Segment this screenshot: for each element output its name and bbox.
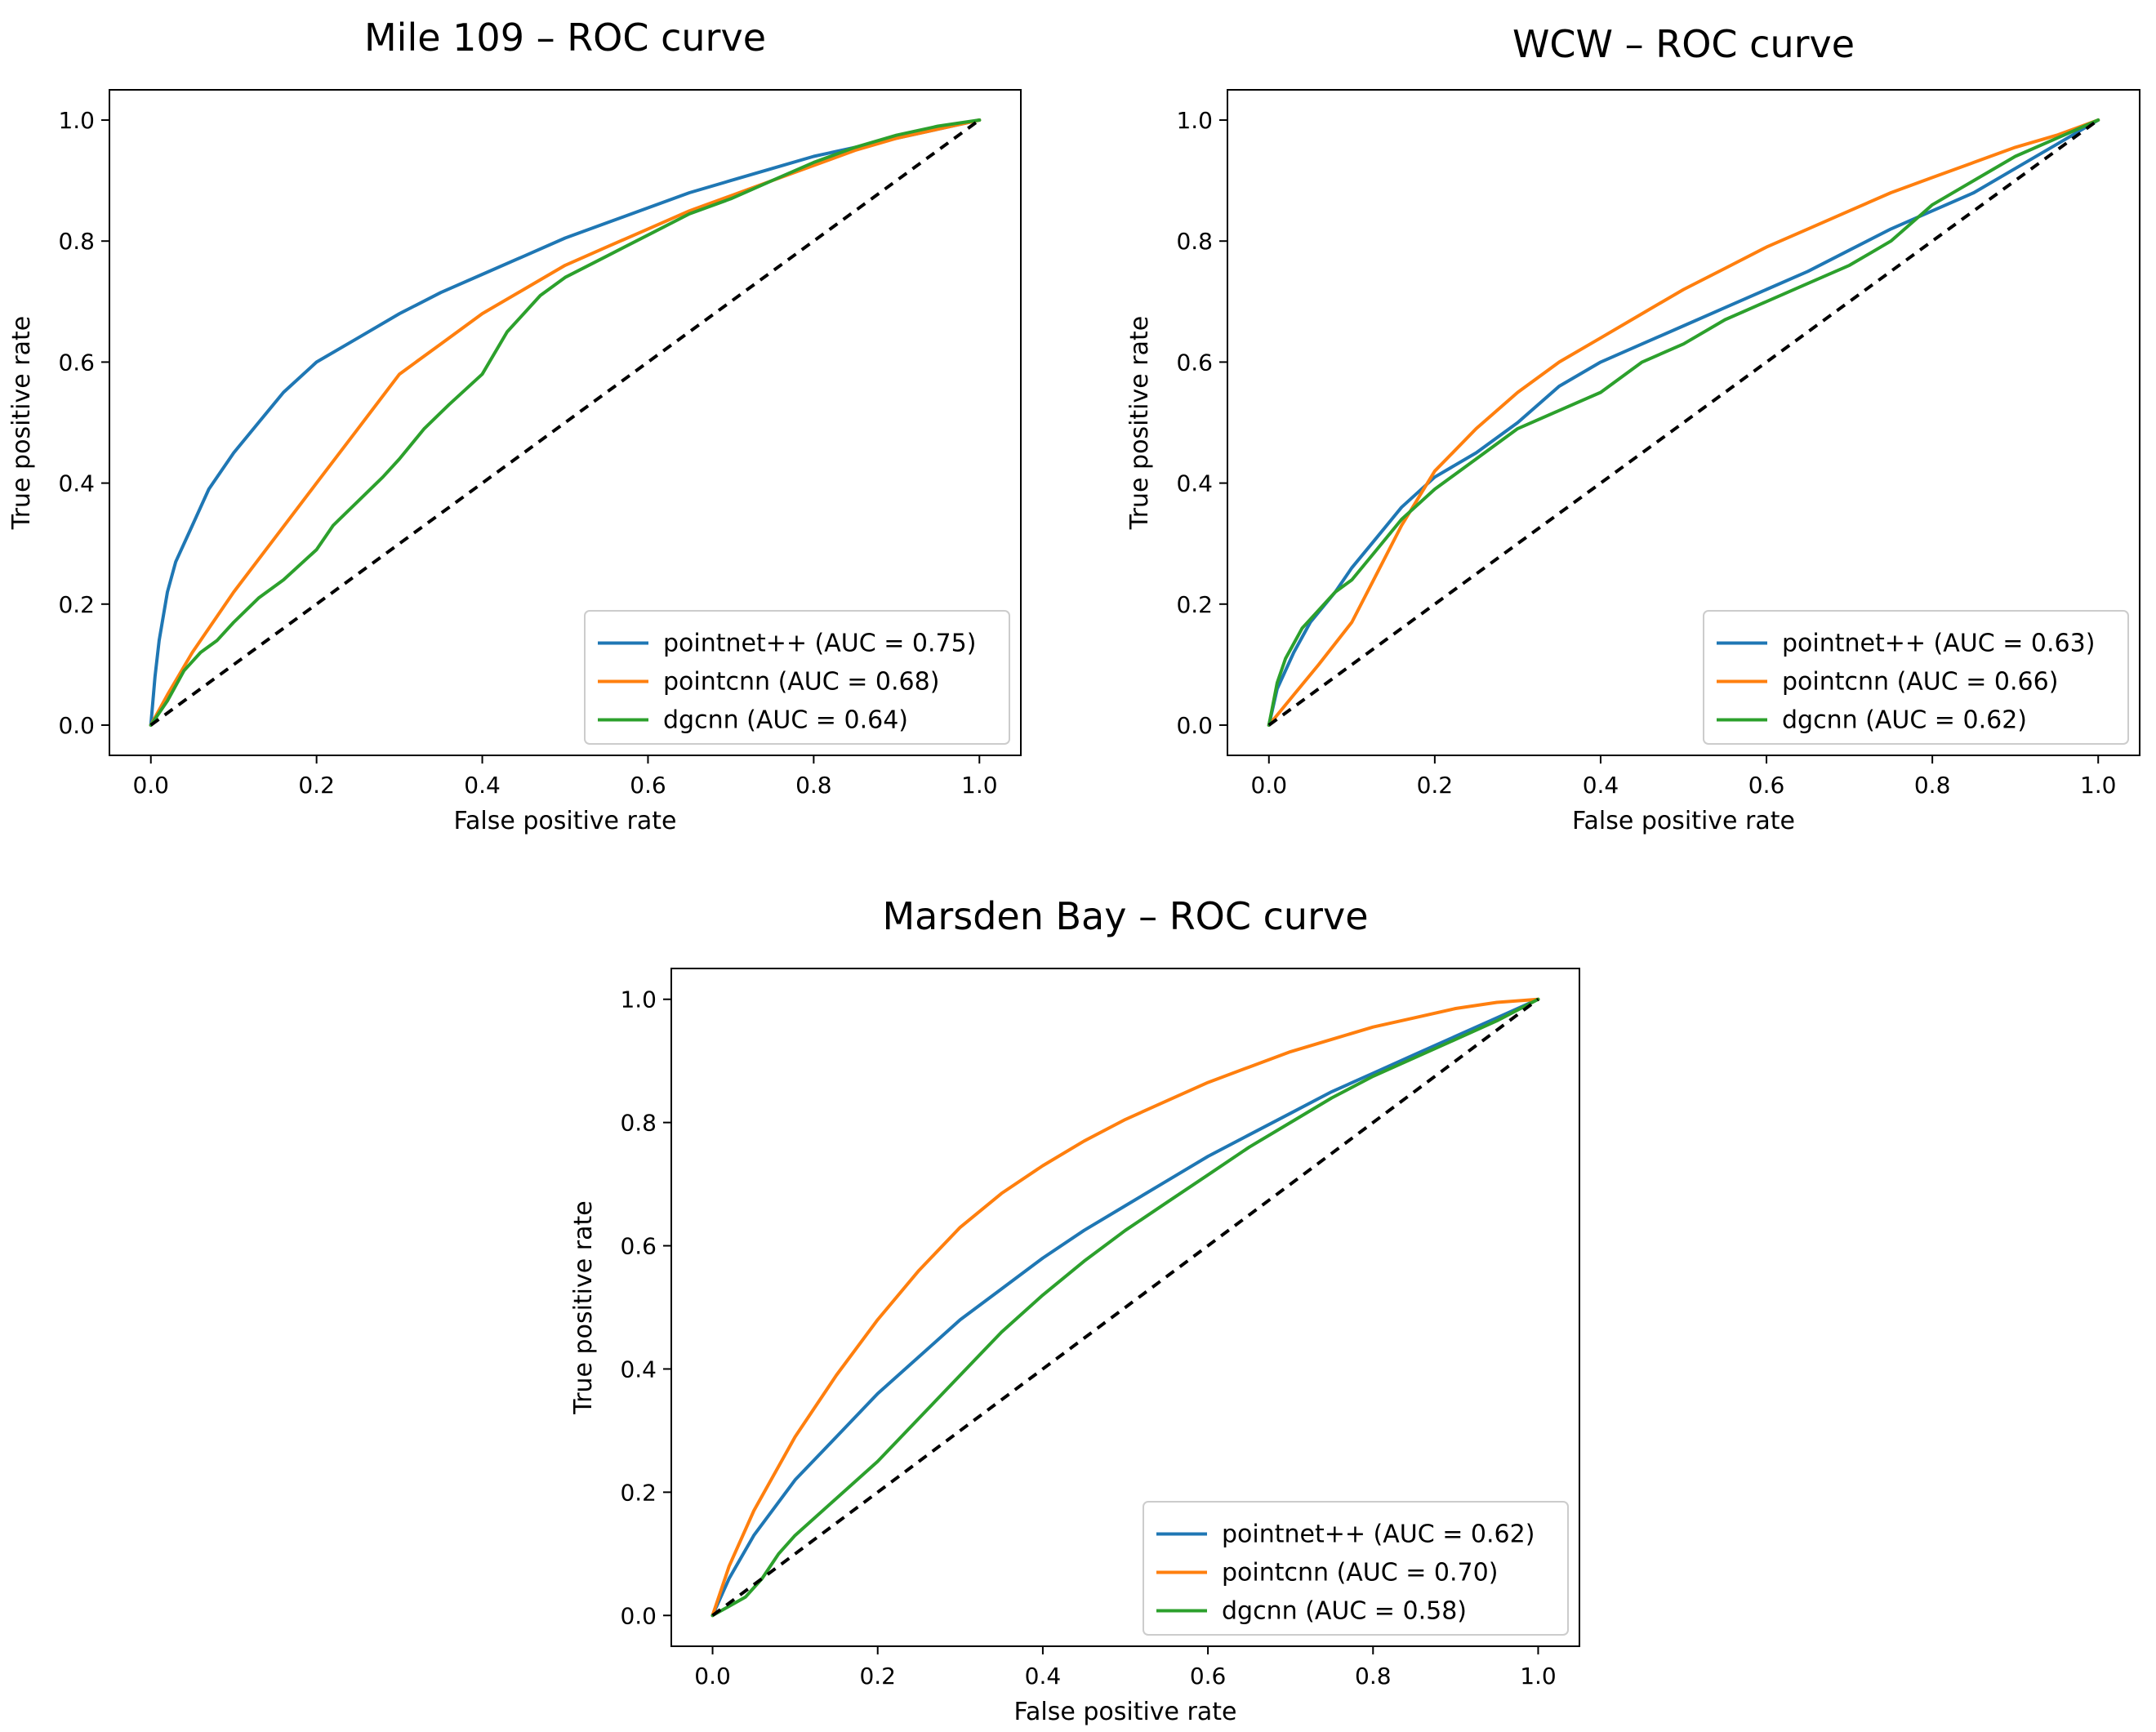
y-tick-label: 0.2 xyxy=(620,1479,657,1506)
y-axis-label: True positive rate xyxy=(7,316,36,530)
series-line-pointcnn xyxy=(1267,118,2100,727)
series-line-dgcnn xyxy=(149,118,982,727)
y-tick-label: 1.0 xyxy=(620,986,657,1013)
x-tick-label: 0.2 xyxy=(298,772,335,799)
y-tick-label: 0.6 xyxy=(1176,349,1213,376)
series-line-pointcnn xyxy=(149,118,982,727)
legend-entry-label: pointcnn (AUC = 0.66) xyxy=(1782,668,2058,697)
y-axis-label: True positive rate xyxy=(569,1200,598,1414)
legend-entry-label: dgcnn (AUC = 0.58) xyxy=(1222,1597,1467,1626)
x-tick-label: 0.4 xyxy=(464,772,501,799)
x-tick-label: 0.2 xyxy=(1417,772,1454,799)
legend-entry-label: pointnet++ (AUC = 0.63) xyxy=(1782,630,2095,658)
y-tick-label: 0.6 xyxy=(620,1233,657,1260)
axes-frame xyxy=(109,89,1022,756)
plot-area xyxy=(1267,118,2100,727)
x-tick-label: 0.4 xyxy=(1025,1663,1062,1690)
x-tick-label: 0.6 xyxy=(1748,772,1785,799)
series-line-pointnetpp xyxy=(149,118,982,727)
chart-title: Mile 109 – ROC curve xyxy=(364,16,766,60)
y-tick-label: 1.0 xyxy=(1176,107,1213,134)
y-tick-label: 0.4 xyxy=(1176,470,1213,497)
x-tick-label: 0.4 xyxy=(1583,772,1619,799)
y-tick-label: 0.8 xyxy=(58,228,95,255)
legend-entry-label: dgcnn (AUC = 0.62) xyxy=(1782,706,2027,735)
legend-box xyxy=(1143,1501,1569,1636)
axes-frame xyxy=(670,968,1580,1647)
chart-mile109: Mile 109 – ROC curve 0.0 0.2 0.4 0.6 0.8 1.0 0.… xyxy=(7,16,1022,835)
x-tick-label: 0.6 xyxy=(630,772,666,799)
x-tick-label: 1.0 xyxy=(961,772,998,799)
x-axis-label: False positive rate xyxy=(1014,1698,1237,1726)
series-line-dgcnn xyxy=(710,997,1540,1618)
y-axis-label: True positive rate xyxy=(1125,316,1154,530)
legend-entry-label: pointcnn (AUC = 0.68) xyxy=(663,668,939,697)
y-tick-label: 0.2 xyxy=(58,591,95,618)
legend: pointnet++ (AUC = 0.63) pointcnn (AUC = 0… xyxy=(1703,610,2129,745)
chart-title: Marsden Bay – ROC curve xyxy=(882,894,1368,938)
y-tick-label: 0.2 xyxy=(1176,591,1213,618)
chart-marsden: Marsden Bay – ROC curve 0.0 0.2 0.4 0.6 0.8 1.… xyxy=(569,894,1580,1726)
series-line-dgcnn xyxy=(1267,118,2100,727)
y-tick-label: 0.0 xyxy=(1176,712,1213,739)
legend: pointnet++ (AUC = 0.75) pointcnn (AUC = 0… xyxy=(584,610,1010,745)
legend-entry-label: pointnet++ (AUC = 0.75) xyxy=(663,630,976,658)
legend-box xyxy=(584,610,1010,745)
chart-wcw: WCW – ROC curve 0.0 0.2 0.4 0.6 0.8 1.0 0.0 0.2 0… xyxy=(1125,22,2140,835)
y-tick-label: 0.8 xyxy=(620,1110,657,1137)
plot-area xyxy=(149,118,982,727)
chart-title: WCW – ROC curve xyxy=(1512,22,1855,66)
x-tick-label: 0.8 xyxy=(1914,772,1951,799)
y-tick-label: 0.0 xyxy=(58,712,95,739)
x-tick-label: 0.0 xyxy=(1251,772,1288,799)
series-line-pointcnn xyxy=(710,997,1540,1618)
y-tick-label: 0.8 xyxy=(1176,228,1213,255)
x-axis-label: False positive rate xyxy=(454,807,677,835)
plot-area xyxy=(710,997,1540,1618)
y-tick-label: 0.4 xyxy=(620,1356,657,1382)
x-tick-label: 0.8 xyxy=(1355,1663,1392,1690)
legend-entry-label: pointcnn (AUC = 0.70) xyxy=(1222,1559,1498,1587)
axes-frame xyxy=(1227,89,2140,756)
x-axis-label: False positive rate xyxy=(1572,807,1795,835)
x-tick-label: 1.0 xyxy=(2080,772,2117,799)
x-tick-label: 0.6 xyxy=(1190,1663,1227,1690)
y-tick-label: 0.0 xyxy=(620,1602,657,1629)
chance-diagonal-line xyxy=(711,998,1539,1617)
series-line-pointnetpp xyxy=(710,997,1540,1618)
y-tick-label: 0.6 xyxy=(58,349,95,376)
legend-entry-label: pointnet++ (AUC = 0.62) xyxy=(1222,1521,1535,1549)
legend: pointnet++ (AUC = 0.62) pointcnn (AUC = 0… xyxy=(1143,1501,1569,1636)
x-tick-label: 0.2 xyxy=(859,1663,896,1690)
legend-entry-label: dgcnn (AUC = 0.64) xyxy=(663,706,908,735)
x-tick-label: 1.0 xyxy=(1520,1663,1557,1690)
y-tick-label: 0.4 xyxy=(58,470,95,497)
x-tick-label: 0.8 xyxy=(795,772,832,799)
legend-box xyxy=(1703,610,2129,745)
y-tick-label: 1.0 xyxy=(58,107,95,134)
x-tick-label: 0.0 xyxy=(694,1663,731,1690)
x-tick-label: 0.0 xyxy=(132,772,169,799)
